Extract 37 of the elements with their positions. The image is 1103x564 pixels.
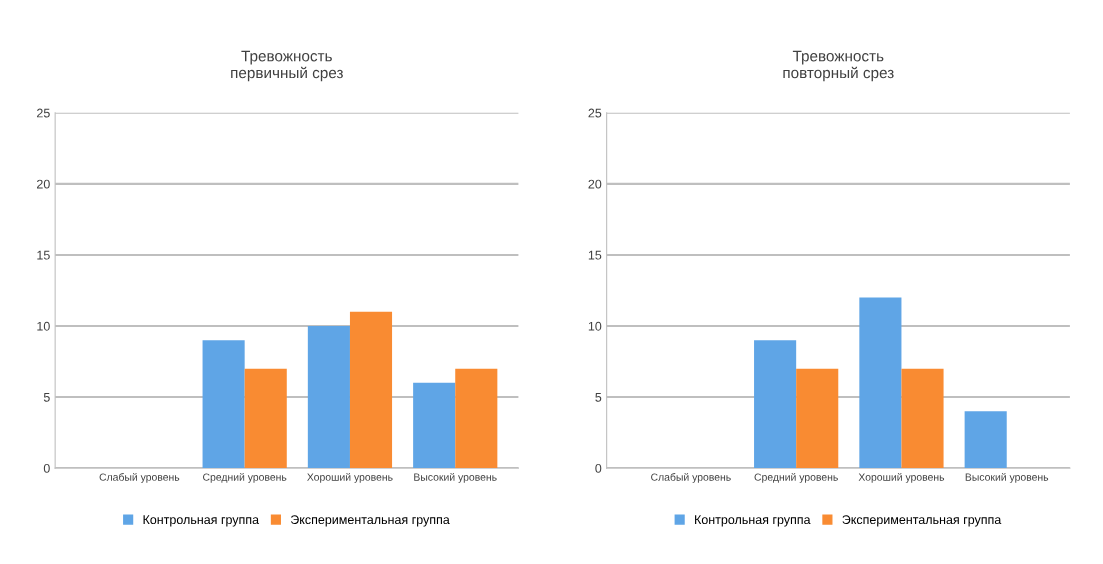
bar: [307, 325, 350, 469]
bar: [244, 368, 287, 469]
legend-label: Экспериментальная группа: [290, 515, 450, 527]
x-tick-label: Хороший уровень: [858, 472, 945, 483]
bar: [796, 368, 839, 469]
y-tick-label: 15: [588, 250, 602, 260]
bar: [754, 340, 797, 469]
bar: [413, 382, 456, 469]
y-tick-label: 15: [37, 250, 50, 260]
legend-label: Контрольная группа: [695, 515, 811, 527]
x-tick-label: Высокий уровень: [414, 472, 497, 483]
chart-title: Тревожность первичный срез: [231, 50, 343, 82]
bar: [859, 297, 902, 469]
y-tick-label: 10: [37, 321, 50, 331]
bar: [455, 368, 498, 469]
y-tick-label: 25: [588, 108, 602, 118]
x-tick-label: Хороший уровень: [307, 472, 393, 483]
x-tick-label: Слабый уровень: [651, 472, 731, 483]
legend-label: Экспериментальная группа: [842, 515, 1002, 527]
x-tick-label: Слабый уровень: [99, 472, 180, 483]
y-tick-label: 10: [588, 321, 602, 331]
bar: [964, 411, 1007, 469]
x-tick-label: Средний уровень: [754, 472, 838, 483]
y-tick-label: 5: [595, 392, 602, 402]
bar: [901, 368, 944, 469]
y-tick-label: 20: [588, 179, 602, 189]
x-tick-label: Высокий уровень: [965, 472, 1049, 483]
bar: [202, 340, 245, 469]
y-tick-label: 20: [37, 179, 50, 189]
x-tick-label: Средний уровень: [203, 472, 287, 483]
y-tick-label: 0: [43, 463, 50, 473]
legend-label: Контрольная группа: [143, 515, 260, 527]
bar: [349, 311, 393, 469]
y-tick-label: 25: [37, 108, 50, 118]
y-tick-label: 5: [43, 392, 50, 402]
y-tick-label: 0: [595, 463, 602, 473]
chart-title: Тревожность повторный срез: [783, 50, 894, 82]
